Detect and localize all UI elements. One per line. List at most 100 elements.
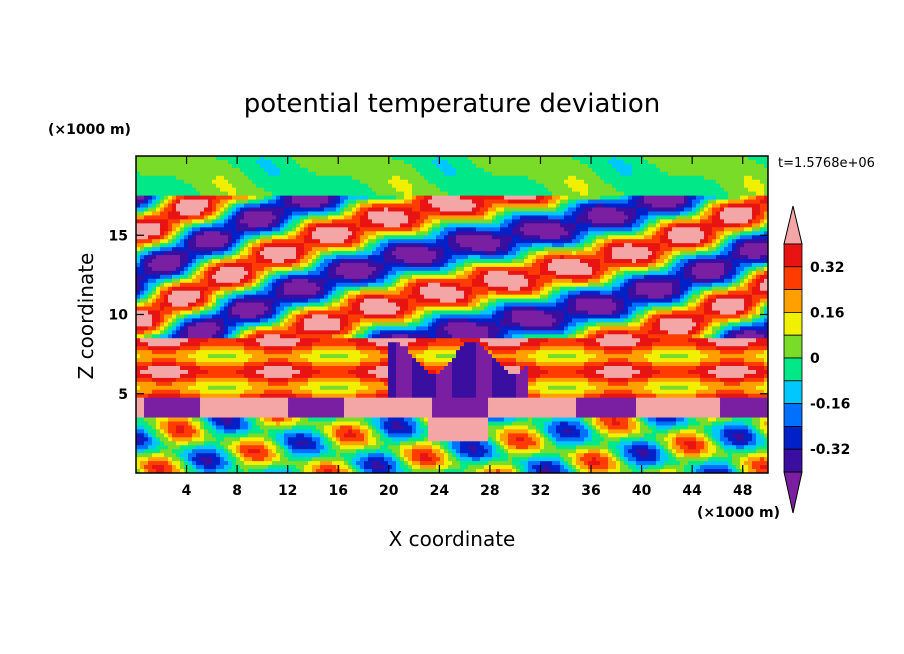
contour-cell — [288, 231, 293, 236]
contour-cell — [364, 163, 369, 169]
contour-cell — [640, 231, 645, 236]
contour-cell — [440, 235, 445, 240]
contour-cell — [380, 247, 385, 252]
contour-cell — [408, 207, 413, 213]
contour-cell — [724, 175, 729, 181]
contour-cell — [260, 266, 265, 272]
contour-cell — [564, 223, 569, 228]
contour-cell — [636, 156, 641, 161]
contour-cell — [496, 239, 501, 244]
contour-cell — [752, 211, 757, 217]
contour-cell — [300, 243, 305, 248]
contour-cell — [204, 231, 209, 236]
contour-cell — [268, 266, 273, 272]
contour-cell — [700, 203, 705, 209]
contour-cell — [476, 207, 481, 213]
contour-cell — [480, 262, 485, 268]
contour-cell — [144, 191, 149, 197]
contour-cell — [304, 167, 309, 173]
contour-cell — [272, 255, 277, 260]
contour-cell — [588, 262, 593, 268]
contour-cell — [352, 251, 357, 256]
contour-cell — [320, 215, 325, 220]
contour-cell — [764, 199, 768, 205]
contour-cell — [628, 215, 633, 220]
contour-cell — [208, 156, 213, 161]
contour-cell — [504, 235, 509, 240]
contour-cell — [560, 156, 565, 161]
contour-cell — [288, 207, 293, 213]
contour-cell — [288, 179, 293, 185]
contour-cell — [616, 163, 621, 169]
contour-cell — [444, 156, 449, 161]
contour-cell — [744, 259, 749, 264]
contour-cell — [156, 219, 161, 224]
contour-cell — [480, 270, 485, 276]
contour-cell — [692, 191, 697, 197]
contour-cell — [736, 207, 741, 213]
contour-cell — [688, 199, 693, 205]
contour-cell — [724, 163, 729, 169]
contour-cell — [672, 235, 677, 240]
contour-cell — [648, 179, 653, 185]
contour-cell — [184, 239, 189, 244]
contour-cell — [336, 211, 341, 217]
contour-cell — [536, 179, 541, 185]
contour-cell — [704, 274, 709, 280]
contour-cell — [508, 167, 513, 173]
contour-cell — [140, 239, 145, 244]
contour-cell — [488, 219, 493, 224]
contour-cell — [188, 159, 193, 165]
contour-cell — [420, 187, 425, 193]
contour-cell — [452, 219, 457, 224]
contour-cell — [704, 219, 709, 224]
contour-cell — [612, 255, 617, 260]
contour-cell — [616, 159, 621, 165]
contour-cell — [432, 183, 437, 189]
contour-cell — [424, 207, 429, 213]
contour-cell — [192, 278, 197, 284]
contour-cell — [284, 187, 289, 193]
contour-cell — [344, 266, 349, 272]
contour-cell — [172, 191, 177, 197]
contour-cell — [660, 156, 665, 161]
contour-cell — [348, 231, 353, 236]
contour-cell — [376, 215, 381, 220]
contour-cell — [716, 239, 721, 244]
contour-cell — [668, 255, 673, 260]
contour-cell — [416, 211, 421, 217]
contour-cell — [444, 171, 449, 177]
contour-cell — [432, 195, 437, 201]
contour-cell — [288, 195, 293, 201]
contour-cell — [424, 239, 429, 244]
contour-cell — [752, 266, 757, 272]
contour-cell — [336, 207, 341, 213]
contour-cell — [400, 171, 405, 177]
contour-cell — [756, 187, 761, 193]
contour-cell — [604, 215, 609, 220]
contour-cell — [616, 274, 621, 280]
contour-cell — [552, 243, 557, 248]
contour-cell — [324, 187, 329, 193]
contour-cell — [424, 163, 429, 169]
contour-cell — [336, 215, 341, 220]
contour-cell — [208, 231, 213, 236]
contour-cell — [444, 227, 449, 232]
contour-cell — [480, 163, 485, 169]
contour-cell — [412, 215, 417, 220]
contour-cell — [268, 243, 273, 248]
contour-cell — [212, 270, 217, 276]
contour-cell — [612, 167, 617, 173]
contour-cell — [544, 215, 549, 220]
contour-cell — [688, 239, 693, 244]
contour-cell — [172, 156, 177, 161]
contour-cell — [652, 163, 657, 169]
contour-cell — [368, 199, 373, 205]
contour-cell — [448, 266, 453, 272]
contour-cell — [280, 199, 285, 205]
contour-cell — [260, 239, 265, 244]
contour-cell — [292, 207, 297, 213]
contour-cell — [416, 191, 421, 197]
contour-cell — [448, 203, 453, 209]
contour-cell — [596, 159, 601, 165]
